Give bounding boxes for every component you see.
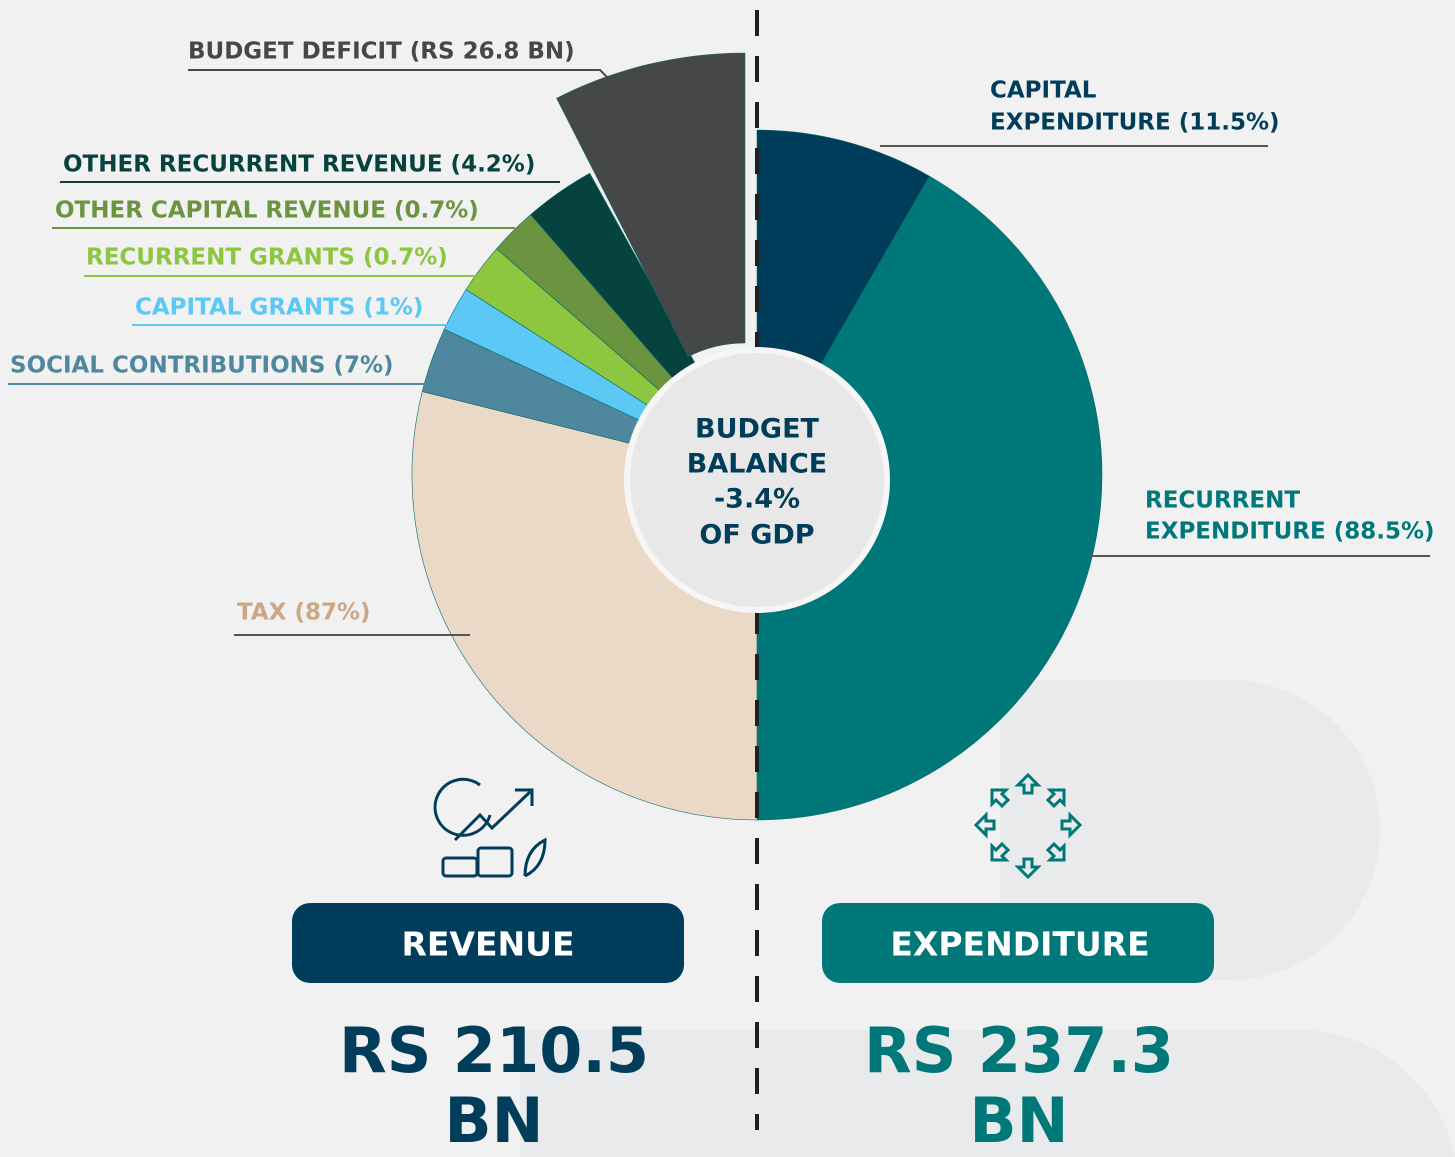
expenditure-amount: BN [969,1084,1068,1157]
watermark [520,1030,1455,1157]
expenditure-amount: RS 237.3 [864,1014,1174,1087]
revenue-amount: BN [444,1084,543,1157]
label: BUDGET DEFICIT (RS 26.8 BN) [188,39,575,65]
revenue-amount: RS 210.5 [339,1014,649,1087]
label: TAX (87%) [237,600,371,626]
leader [188,69,641,111]
label: EXPENDITURE (88.5%) [1145,519,1435,545]
label: RECURRENT [1145,488,1300,514]
label: OTHER RECURRENT REVENUE (4.2%) [63,152,535,178]
revenue-label: REVENUE [402,925,575,964]
expenditure-label: EXPENDITURE [890,925,1149,964]
revenue-icon [433,777,547,878]
label: CAPITAL GRANTS (1%) [135,295,423,321]
label: OTHER CAPITAL REVENUE (0.7%) [55,198,479,224]
wedge [556,52,746,358]
center-circle [624,347,890,613]
revenue-pill [292,903,684,983]
label: EXPENDITURE (11.5%) [990,110,1280,136]
center-text: BALANCE [687,449,827,480]
expenditure-icon [973,772,1083,880]
center-text: OF GDP [699,520,814,551]
label: SOCIAL CONTRIBUTIONS (7%) [10,353,394,379]
label: CAPITAL [990,78,1097,104]
label: RECURRENT GRANTS (0.7%) [86,245,448,271]
center-text: -3.4% [714,484,800,515]
center-text: BUDGET [695,414,820,445]
expenditure-pill [822,903,1214,983]
